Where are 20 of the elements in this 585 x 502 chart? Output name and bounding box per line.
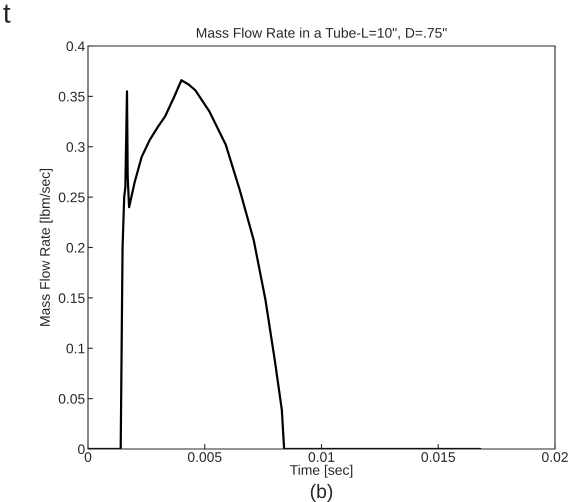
- y-tick-label: 0.4: [66, 41, 85, 52]
- y-tick-label: 0.1: [66, 344, 85, 354]
- x-tick-label: 0: [84, 452, 92, 462]
- x-tick-label: 0.015: [421, 452, 456, 462]
- x-tick-label: 0.005: [188, 452, 222, 462]
- x-tick-label: 0.01: [308, 452, 334, 462]
- text: (b): [310, 484, 332, 502]
- chart-title: Mass Flow Rate in a Tube-L=10", D=.75": [196, 28, 447, 40]
- y-tick-label: 0.35: [58, 92, 85, 102]
- text: t: [3, 4, 10, 23]
- line-series: [88, 79, 482, 449]
- y-tick-label: 0.25: [58, 192, 85, 202]
- y-tick-label: 0: [78, 444, 85, 454]
- y-tick-label: 0.2: [66, 242, 85, 253]
- x-axis-title: Time [sec]: [290, 464, 352, 478]
- y-tick-label: 0.05: [58, 394, 85, 404]
- y-tick-label: 0.3: [66, 142, 85, 152]
- x-tick-label: 0.02: [542, 452, 568, 462]
- y-tick-label: 0.15: [58, 293, 85, 304]
- y-axis-title: Mass Flow Rate [lbm/sec]: [40, 168, 53, 326]
